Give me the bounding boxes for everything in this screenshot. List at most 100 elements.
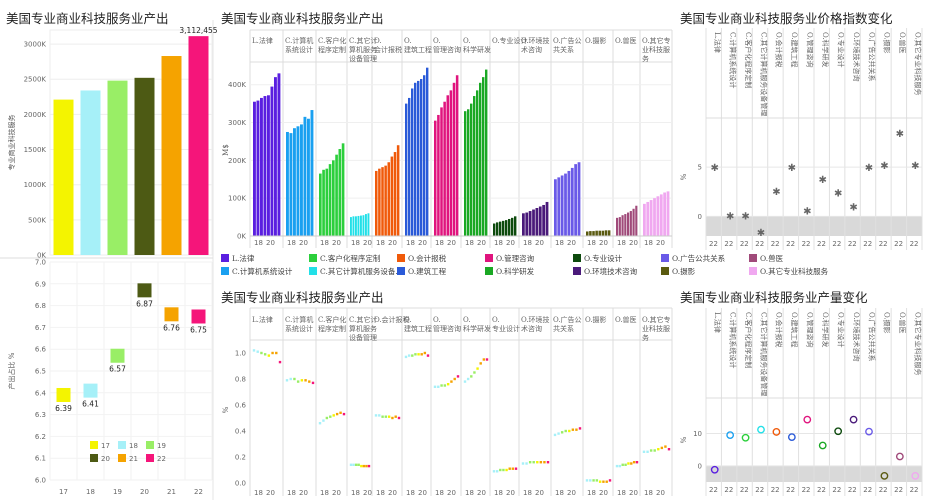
facet-header: 术咨询 [521, 324, 542, 333]
marker [521, 462, 525, 465]
facet-header: 务 [642, 54, 649, 63]
legend-swatch [118, 441, 126, 449]
marker [407, 354, 411, 357]
facet-header: O.科学研发 [821, 312, 830, 348]
legend-label: 19 [157, 442, 166, 450]
x-tick-label: 22 [194, 488, 203, 496]
facet-header: O. [463, 37, 471, 45]
facet-header: O.摄影 [585, 36, 607, 45]
marker [615, 464, 619, 468]
x-tick-label: 22 [848, 240, 857, 248]
bar [646, 201, 650, 236]
bar [624, 214, 627, 236]
facet-header: 专业设计 [492, 324, 520, 333]
bar [653, 198, 656, 236]
marker [627, 462, 630, 465]
x-tick-label: 18 [406, 239, 415, 247]
bar [564, 173, 567, 236]
marker [525, 462, 528, 465]
x-tick-label: 20 [477, 489, 486, 497]
facet-header: 算机服务 [349, 45, 377, 54]
marker [56, 387, 71, 402]
y-tick-label: 6.6 [35, 346, 47, 354]
marker [495, 470, 499, 473]
bar [296, 126, 300, 236]
bar [387, 162, 391, 236]
facet-header: O.管理咨询 [806, 32, 815, 68]
bar [396, 145, 400, 236]
facet-header: C.其它计 [349, 36, 377, 45]
data-label: 6.76 [163, 323, 180, 332]
legend-swatch [749, 267, 757, 275]
x-tick-label: 22 [848, 486, 857, 494]
marker [630, 462, 633, 465]
bar [618, 217, 621, 236]
marker: ✱ [865, 163, 873, 174]
facet-header: O.其它专业科技服务 [914, 32, 923, 96]
facet-header: C.客户化 [318, 36, 346, 45]
facet-header: O.会计报税 [775, 312, 784, 348]
center-bottom-title: 美国专业商业科技服务业产出 [221, 290, 384, 305]
legend-label: C.计算机系统设计 [232, 266, 293, 276]
x-tick-label: 20 [447, 239, 456, 247]
facet-header: O.环境技 [521, 315, 550, 324]
facet-header: O.广告公共关系 [867, 32, 876, 82]
marker [443, 384, 447, 387]
marker: ✱ [849, 203, 857, 214]
bar [508, 218, 511, 236]
marker [624, 463, 627, 466]
bar [452, 82, 456, 236]
legend-label: O.摄影 [672, 266, 696, 276]
marker [466, 377, 470, 381]
x-tick-label: 18 [320, 239, 329, 247]
legend-swatch [397, 254, 405, 262]
bar [616, 217, 619, 236]
y-tick-label: 2500K [24, 76, 47, 84]
marker [394, 415, 397, 418]
data-label: 6.41 [82, 400, 99, 409]
facet-header: C.计算机系统设计 [728, 32, 737, 88]
y-tick-label: 10 [693, 430, 702, 438]
x-tick-label: 18 [254, 489, 263, 497]
legend-swatch [485, 267, 493, 275]
bar [464, 111, 467, 236]
marker [325, 416, 329, 420]
facet-header: O.其它专业科技服务 [914, 312, 923, 376]
facet-header: 共关系 [553, 324, 574, 333]
y-tick-label: 0 [698, 462, 702, 470]
facet-header: 建筑工程 [404, 45, 432, 54]
bar [307, 118, 310, 236]
facet-header: 务 [642, 333, 649, 342]
marker [660, 446, 664, 450]
marker [585, 479, 589, 482]
marker [592, 479, 595, 482]
legend-swatch [146, 454, 154, 462]
marker [646, 450, 649, 453]
facet-header: C.客户化程序定制 [744, 312, 753, 368]
x-tick-label: 18 [587, 489, 596, 497]
legend-label: O.广告公共关系 [672, 253, 726, 263]
legend-swatch [749, 254, 757, 262]
x-tick-label: 22 [832, 486, 841, 494]
facet-header: O. [374, 37, 382, 45]
marker [470, 375, 473, 378]
y-tick-label: 0.6 [235, 402, 247, 410]
x-tick-label: 20 [363, 239, 372, 247]
bar [357, 215, 360, 236]
legend-swatch [221, 254, 229, 262]
x-tick-label: 20 [629, 489, 638, 497]
marker [787, 433, 796, 441]
marker [342, 412, 346, 416]
x-tick-label: 20 [418, 489, 427, 497]
x-tick-label: 18 [555, 489, 564, 497]
y-axis-label: % [680, 436, 688, 443]
facet-header: C.计算机 [285, 315, 313, 324]
y-tick-label: 0K [237, 233, 246, 241]
marker [528, 461, 532, 464]
facet-header: O. [492, 316, 500, 324]
bar [538, 206, 542, 236]
x-tick-label: 22 [771, 486, 780, 494]
marker [772, 428, 781, 436]
y-tick-label: 6.1 [35, 455, 46, 463]
x-tick-label: 18 [376, 239, 385, 247]
